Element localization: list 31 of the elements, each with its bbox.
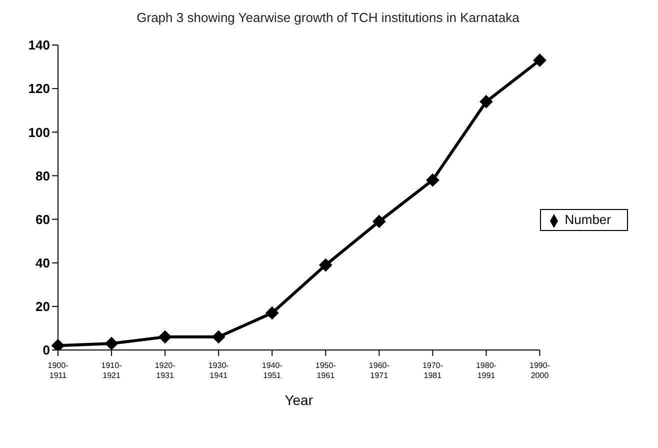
point <box>212 330 226 344</box>
point <box>266 306 279 320</box>
x-tick-label: 1970-1981 <box>422 361 444 380</box>
y-tick-label: 40 <box>36 255 50 270</box>
y-tick-label: 60 <box>36 212 50 227</box>
point <box>426 174 440 187</box>
point <box>158 330 172 344</box>
x-tick-label: 1900-1911 <box>48 361 69 380</box>
y-tick-label: 20 <box>36 299 50 314</box>
point <box>533 54 546 67</box>
x-tick-label: 1990-2000 <box>530 361 550 380</box>
y-tick-label: 100 <box>28 124 50 140</box>
point <box>319 258 332 272</box>
point <box>372 214 386 228</box>
x-tick-label: 1950-1961 <box>315 361 336 380</box>
x-tick-label: 1910-1921 <box>101 361 122 380</box>
y-tick-label: 80 <box>36 168 50 184</box>
x-tick-label: 1920-1931 <box>154 361 176 380</box>
x-axis-title: Year <box>284 392 314 408</box>
x-tick-label: 1940-1951 <box>262 361 283 380</box>
legend-label: Number <box>564 212 611 228</box>
point <box>52 339 64 350</box>
chart-title: Graph 3 showing Yearwise growth of TCH institutions in Karnataka <box>136 10 520 25</box>
y-tick-label: 0 <box>42 342 50 358</box>
x-tick-label: 1930-1941 <box>208 361 230 380</box>
x-tick-label: 1960-1971 <box>368 361 390 380</box>
x-tick-label: 1980-1991 <box>476 361 497 380</box>
y-tick-label: 140 <box>28 38 50 53</box>
y-tick-label: 120 <box>28 81 50 96</box>
point <box>105 336 118 350</box>
point <box>480 95 493 108</box>
